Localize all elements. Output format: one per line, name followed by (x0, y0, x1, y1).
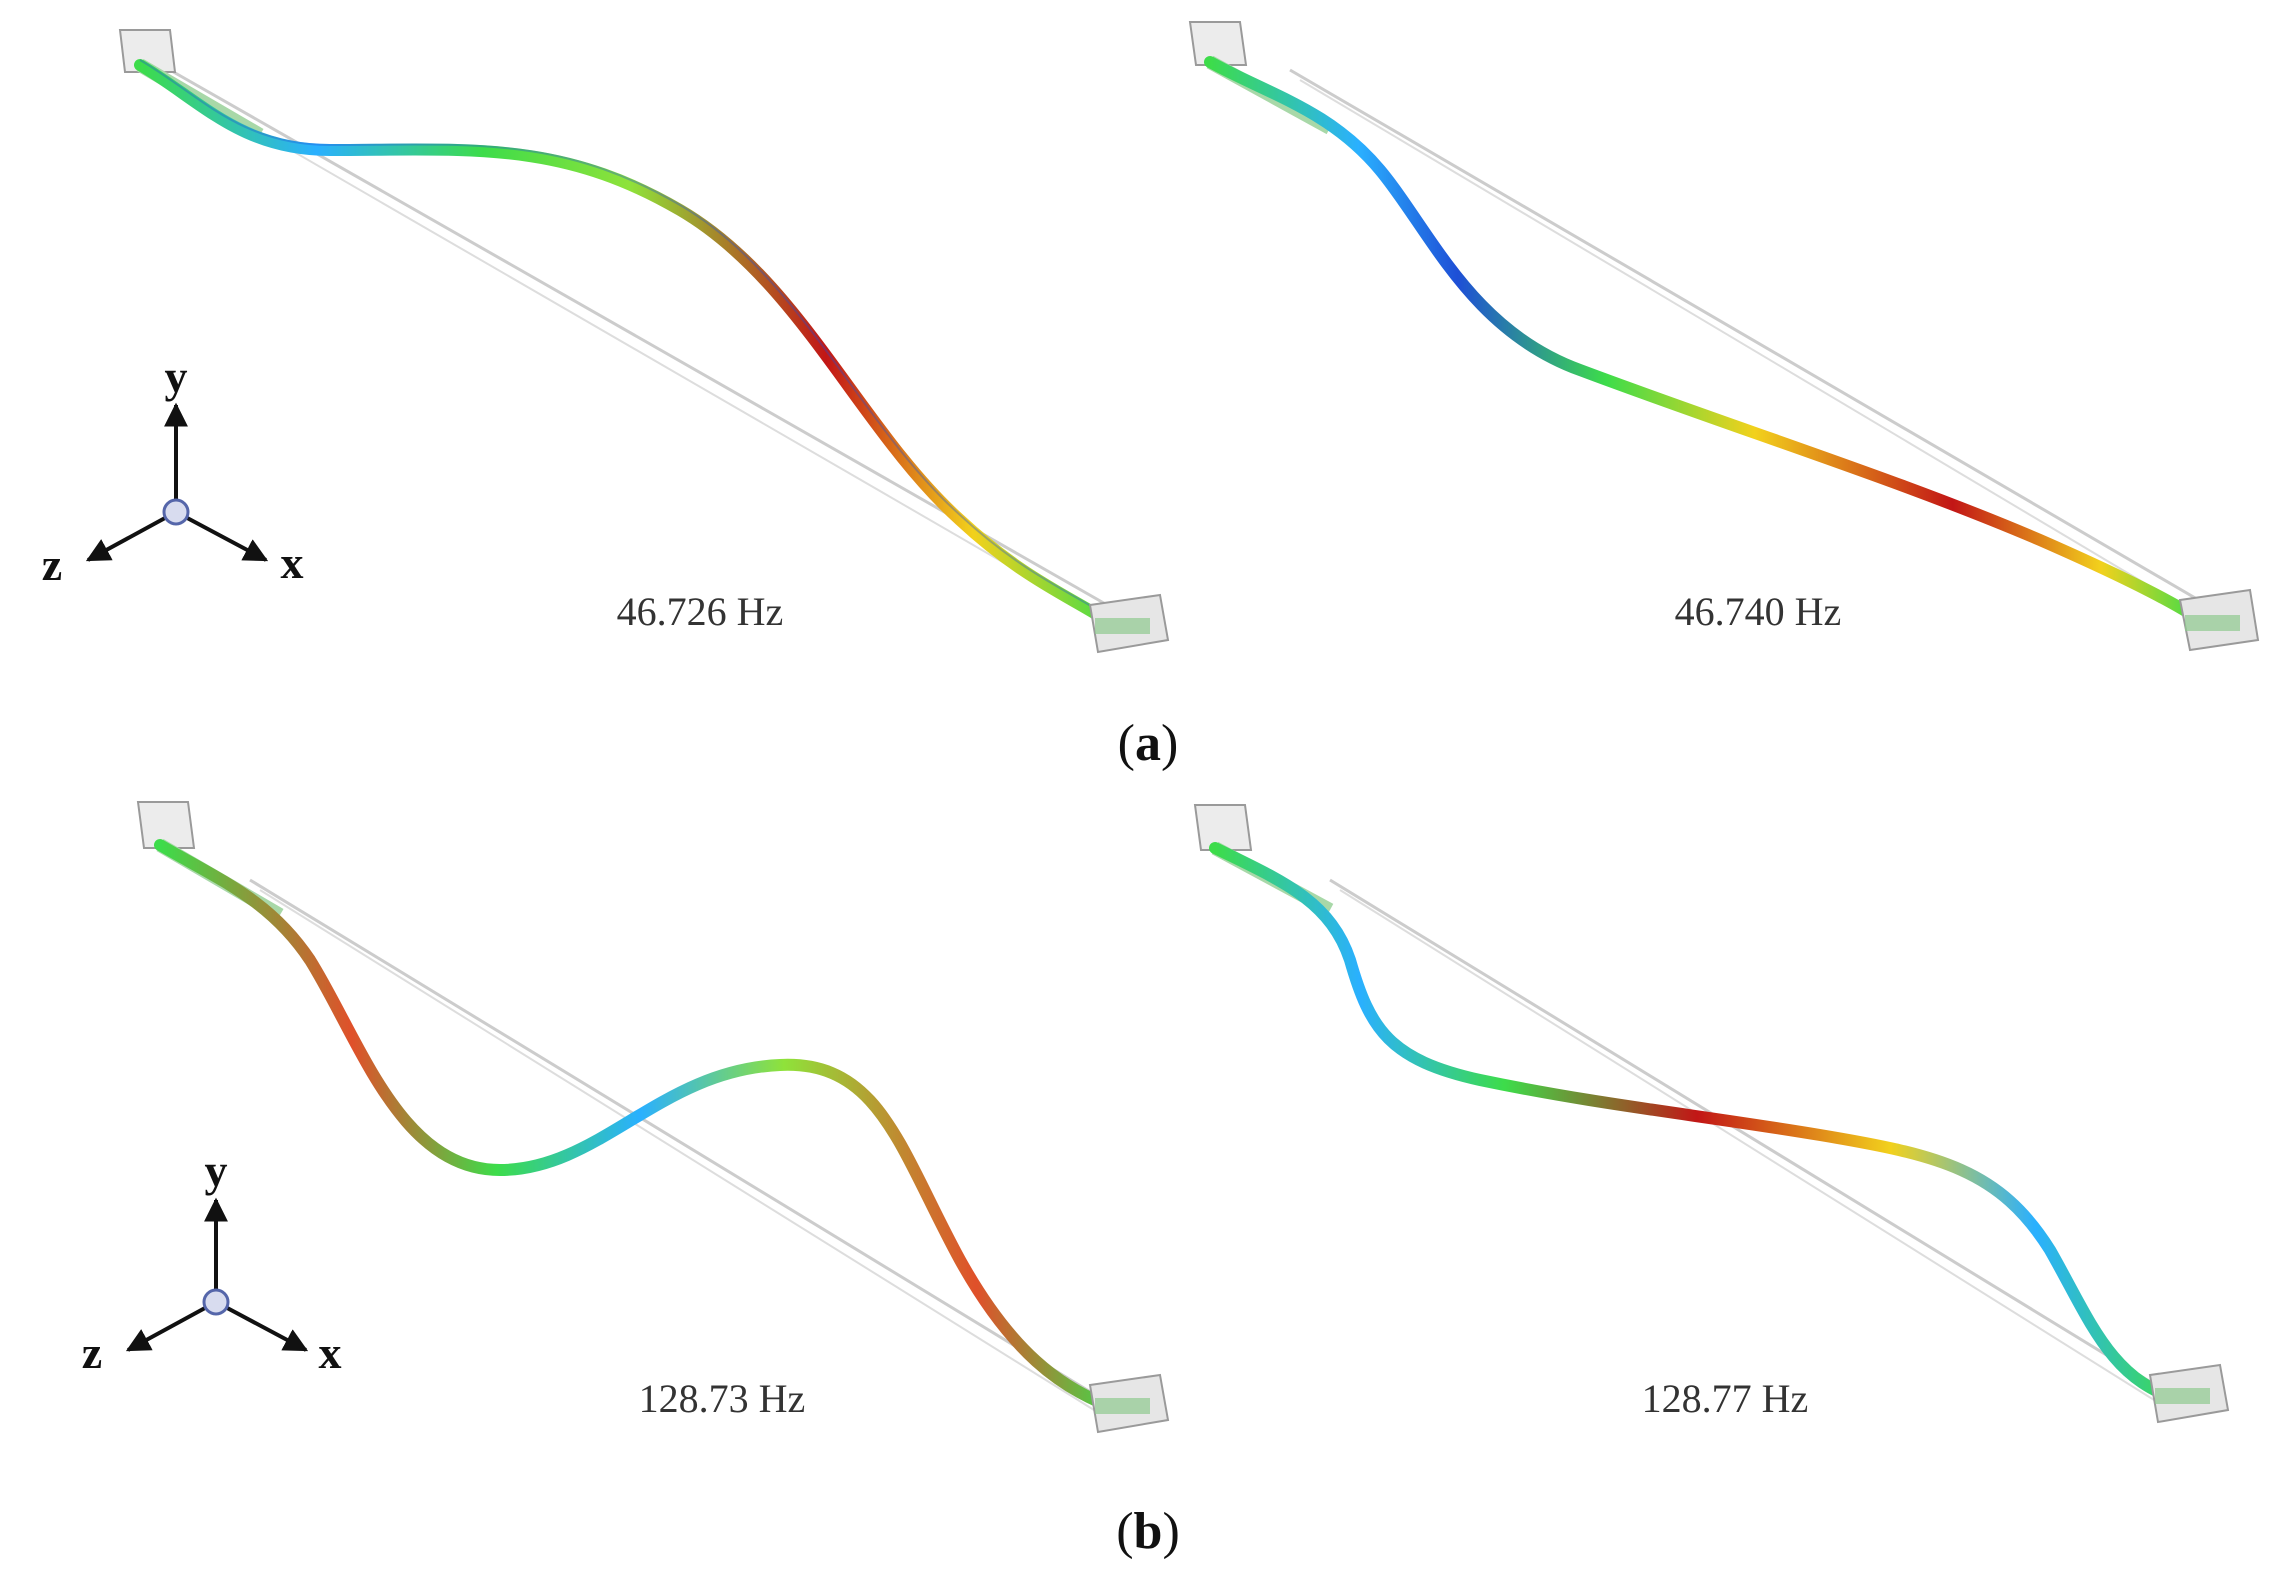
deformed-cable (1209, 842, 2186, 1406)
undeformed-line (1329, 878, 2181, 1402)
undeformed-line (169, 79, 1121, 631)
x-axis-label: x (281, 537, 304, 588)
undeformed-line (1339, 889, 2171, 1411)
z-axis-label: z (42, 539, 62, 590)
right-support (1088, 1373, 1170, 1434)
y-axis-label: y (205, 1145, 228, 1196)
z-axis-arrow (85, 510, 177, 562)
mode-panel-b-2: 128.77 Hz (1193, 804, 2230, 1424)
z-axis-label: z (82, 1327, 102, 1378)
frequency-label: 46.726 Hz (617, 589, 784, 634)
right-support (1088, 593, 1170, 654)
undeformed-line (259, 889, 1111, 1421)
deformed-cable (154, 839, 1126, 1416)
caption-a: (a) (1118, 715, 1179, 772)
right-support (2178, 588, 2260, 652)
axes-triad-b: y z x (82, 1145, 342, 1378)
mode-panel-a-2: 46.740 Hz (1188, 21, 2260, 652)
frequency-label: 128.73 Hz (639, 1376, 806, 1421)
undeformed-line (249, 878, 1121, 1412)
axes-triad-a: y z x (42, 351, 304, 590)
undeformed-line (1289, 68, 2251, 632)
frequency-label: 46.740 Hz (1675, 589, 1842, 634)
y-axis-label: y (165, 351, 188, 402)
deformed-cable (134, 59, 1126, 636)
z-axis-arrow (125, 1300, 217, 1352)
right-support (2148, 1363, 2230, 1424)
origin-marker (162, 498, 190, 526)
x-axis-label: x (319, 1327, 342, 1378)
origin-marker (202, 1288, 230, 1316)
x-axis-arrow (175, 510, 269, 562)
undeformed-line (1299, 79, 2241, 641)
x-axis-arrow (215, 1300, 309, 1352)
mode-panel-b-1: 128.73 Hz (136, 801, 1170, 1434)
mode-panel-a-1: 46.726 Hz (118, 29, 1170, 654)
caption-b: (b) (1116, 1503, 1180, 1560)
frequency-label: 128.77 Hz (1642, 1376, 1809, 1421)
deformed-cable (1204, 56, 2206, 626)
